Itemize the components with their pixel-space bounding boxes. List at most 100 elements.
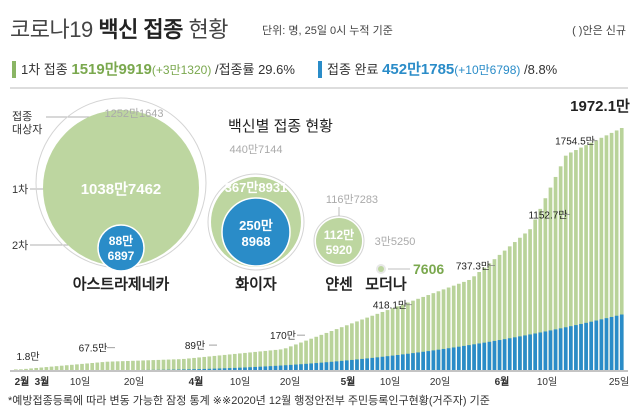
milestone-label: 170만 [270, 330, 296, 342]
second-dose-bar [365, 358, 369, 370]
bubble-section-title: 백신별 접종 현황 [228, 118, 333, 135]
legend-target-line1: 접종 [12, 110, 32, 123]
second-dose-bar [375, 357, 380, 370]
janssen-first-value-line2: 5920 [326, 243, 353, 257]
second-dose-bar [400, 354, 405, 370]
first-dose-bar [146, 360, 151, 370]
first-dose-bar [232, 353, 237, 370]
first-dose-bar [227, 354, 232, 370]
first-dose-bar [406, 302, 410, 370]
second-dose-bar [553, 329, 558, 370]
first-dose-bar [136, 360, 140, 370]
second-dose-bar [182, 369, 186, 370]
x-tick-label: 4월 [189, 376, 204, 388]
unit-note: 단위: 명, 25일 0시 누적 기준 [262, 25, 393, 37]
second-dose-bar [202, 368, 207, 370]
second-dose-bar [411, 353, 415, 370]
second-dose-bar [334, 361, 339, 370]
first-dose-bar [563, 155, 568, 370]
first-dose-bar [482, 267, 487, 370]
first-dose-bar [64, 365, 69, 370]
second-dose-bar [426, 351, 431, 370]
first-dose-bar [90, 363, 95, 370]
first-dose-bar [467, 279, 471, 370]
pfizer-name: 화이자 [235, 276, 277, 293]
second-dose-bar [350, 359, 354, 370]
first-dose-bar [385, 310, 390, 370]
title-bold: 백신 접종 [98, 17, 183, 42]
second-dose-bar [492, 340, 497, 370]
legend-second: 2차 [12, 239, 28, 252]
janssen-first-value-line1: 112만 [324, 227, 354, 242]
az-name: 아스트라제네카 [73, 276, 170, 293]
second-dose-bar [360, 358, 364, 370]
second-dose-bar [614, 315, 619, 370]
first-dose-bar [75, 364, 79, 370]
first-dose-bar [263, 350, 268, 370]
first-dose-bar [258, 351, 263, 370]
second-dose-bar [589, 321, 594, 370]
second-dose-bar [477, 343, 482, 370]
second-dose-bar [431, 350, 436, 370]
second-dose-bar [370, 357, 375, 370]
x-tick-label: 6월 [495, 376, 510, 388]
first-dose-bar [360, 319, 364, 370]
first-dose-bar [151, 360, 156, 370]
first-dose-bar [192, 357, 196, 370]
az-second-value-line2: 6897 [108, 249, 135, 263]
complete-value: 452만1785 [382, 61, 455, 78]
x-tick-label: 10일 [537, 376, 557, 388]
second-dose-bar [538, 332, 543, 370]
x-tick-label: 20일 [280, 376, 300, 388]
first-dose-bar [548, 187, 553, 370]
second-dose-bar [472, 344, 476, 370]
first-dose-bar [243, 352, 247, 370]
second-dose-bar [548, 330, 553, 370]
first-dose-bar [400, 304, 405, 370]
first-dose-bar [161, 359, 166, 370]
first-dose-bar [49, 366, 54, 370]
first-dose-bar [518, 237, 522, 370]
second-dose-bar [436, 349, 441, 370]
first-dose-bar [451, 285, 456, 370]
first-dose-bar [207, 356, 212, 370]
second-dose-bar [217, 368, 222, 370]
first-dose-bar [283, 348, 288, 370]
moderna-first-value: 7606 [413, 261, 444, 277]
legend-target-line2: 대상자 [12, 123, 42, 136]
first-dose-bar [477, 272, 482, 370]
second-dose-bar [299, 364, 303, 370]
second-dose-bar [222, 368, 227, 370]
first-dose-new: (+3만1320) [151, 63, 212, 77]
first-dose-bar [502, 250, 507, 370]
first-dose-bar [29, 368, 33, 370]
x-tick-label: 20일 [430, 376, 450, 388]
moderna-target-value: 3만5250 [375, 235, 416, 248]
first-dose-bar [171, 359, 176, 370]
janssen-first-circle [316, 218, 362, 264]
complete-rate: /8.8% [524, 62, 558, 77]
first-dose-bar [273, 349, 278, 370]
first-dose-bar [44, 367, 49, 370]
first-dose-bar [156, 359, 161, 370]
first-dose-bar [380, 311, 385, 370]
second-dose-bar [395, 355, 400, 370]
first-dose-marker [12, 61, 16, 78]
first-dose-bar [507, 246, 512, 370]
x-tick-label: 10일 [380, 376, 400, 388]
x-tick-label: 3월 [35, 376, 50, 388]
second-dose-bar [385, 356, 390, 370]
second-dose-bar [263, 366, 268, 370]
first-dose-bar [416, 298, 420, 370]
pfizer-target-value: 440만7144 [230, 143, 283, 156]
milestone-label: 418.1만 [373, 300, 407, 312]
first-dose-bar [370, 315, 375, 370]
second-dose-bar [599, 319, 604, 370]
first-dose-bar [299, 342, 303, 370]
milestone-label: 1754.5만 [555, 136, 595, 148]
first-dose-bar [584, 145, 588, 370]
first-dose-bar [19, 369, 23, 370]
first-dose-bar [278, 349, 283, 370]
first-dose-value: 1519만9919 [71, 61, 152, 78]
title-suffix: 현황 [188, 17, 229, 42]
